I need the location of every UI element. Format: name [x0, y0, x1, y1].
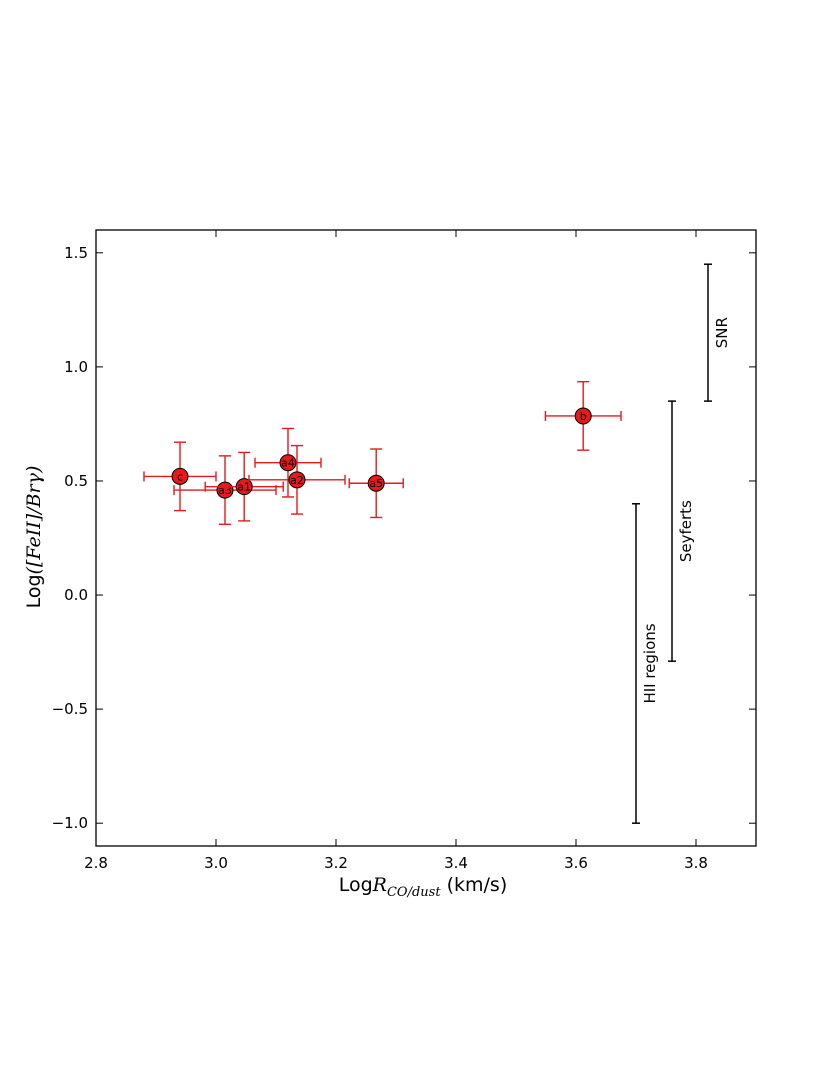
y-tick-label: −0.5: [52, 700, 88, 718]
data-point: a4: [254, 427, 322, 498]
x-tick-label: 3.0: [204, 854, 228, 872]
range-bar: HII regions: [632, 503, 659, 824]
x-axis-label: LogRCO/dust (km/s): [339, 874, 508, 900]
data-marker: [171, 467, 189, 485]
x-tick-label: 2.8: [84, 854, 108, 872]
tick-layer: 2.8 3.0 3.2 3.4 3.6 3.8 −1.0 −0.5 0.0 0.5 1.0 1.5: [52, 229, 757, 872]
plot-frame: [95, 229, 757, 847]
point-label: a5: [369, 477, 383, 490]
data-marker: [288, 471, 306, 489]
y-tick-label: 0.5: [64, 472, 88, 490]
y-axis-label: Log([FeII]/Brγ): [23, 466, 45, 609]
y-tick-label: 1.0: [64, 358, 88, 376]
data-point: a2: [248, 444, 346, 515]
data-marker: [279, 454, 297, 472]
range-label: SNR: [713, 317, 731, 348]
point-label: a2: [290, 474, 304, 487]
plot-layer: HII regions Seyferts SNR ca3 a1 a4 a2 a5 b: [143, 263, 731, 824]
point-label: b: [580, 410, 587, 423]
data-point: a1: [204, 451, 284, 522]
y-tick-label: 0.0: [64, 586, 88, 604]
y-axis-label-prefix: Log: [23, 574, 45, 608]
y-axis-label-formula: ([FeII]/Brγ): [23, 466, 45, 575]
range-bar: SNR: [704, 263, 731, 402]
x-axis-label-subscript: CO/dust: [387, 885, 441, 900]
data-point: b: [544, 381, 622, 451]
x-tick-label: 3.8: [684, 854, 708, 872]
data-marker: [235, 478, 253, 496]
point-label: c: [177, 470, 183, 483]
y-tick-label: 1.5: [64, 244, 88, 262]
x-tick-label: 3.2: [324, 854, 348, 872]
range-bar: Seyferts: [668, 400, 695, 662]
x-tick-label: 3.6: [564, 854, 588, 872]
x-axis-label-prefix: Log: [339, 874, 373, 896]
data-marker: [367, 474, 385, 492]
data-point: a3: [173, 455, 277, 526]
point-label: a1: [237, 481, 251, 494]
x-axis-label-symbol: R: [372, 874, 387, 896]
data-point: c: [143, 441, 217, 512]
point-label: a4: [281, 457, 295, 470]
data-marker: [574, 407, 592, 425]
range-label: HII regions: [641, 623, 659, 703]
data-point: a5: [348, 448, 404, 519]
x-tick-label: 3.4: [444, 854, 468, 872]
y-tick-label: −1.0: [52, 814, 88, 832]
range-label: Seyferts: [677, 500, 695, 562]
x-axis-label-suffix: (km/s): [441, 874, 508, 896]
